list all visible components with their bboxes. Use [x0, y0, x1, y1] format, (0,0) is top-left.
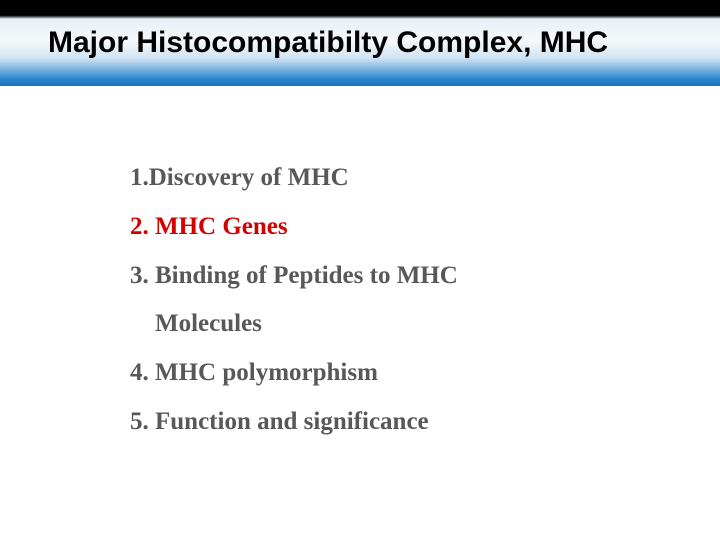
item-number: 3.: [130, 252, 149, 350]
list-item: 2. MHC Genes: [130, 203, 560, 252]
item-text: MHC polymorphism: [155, 349, 378, 398]
item-number: 1.: [130, 154, 149, 203]
item-number: 4.: [130, 349, 149, 398]
list-item: 4. MHC polymorphism: [130, 349, 560, 398]
item-text: Function and significance: [155, 398, 429, 447]
header-bar: Major Histocompatibilty Complex, MHC: [0, 0, 720, 86]
outline-list: 1. Discovery of MHC 2. MHC Genes 3. Bind…: [130, 154, 560, 447]
list-item: 5. Function and significance: [130, 398, 560, 447]
item-text: Discovery of MHC: [149, 154, 349, 203]
item-text: Binding of Peptides to MHC Molecules: [155, 252, 560, 350]
list-item: 1. Discovery of MHC: [130, 154, 560, 203]
item-number: 2.: [130, 203, 149, 252]
page-title: Major Histocompatibilty Complex, MHC: [48, 26, 608, 60]
outline-content: 1. Discovery of MHC 2. MHC Genes 3. Bind…: [0, 86, 560, 447]
list-item: 3. Binding of Peptides to MHC Molecules: [130, 252, 560, 350]
item-number: 5.: [130, 398, 149, 447]
item-text: MHC Genes: [155, 203, 288, 252]
